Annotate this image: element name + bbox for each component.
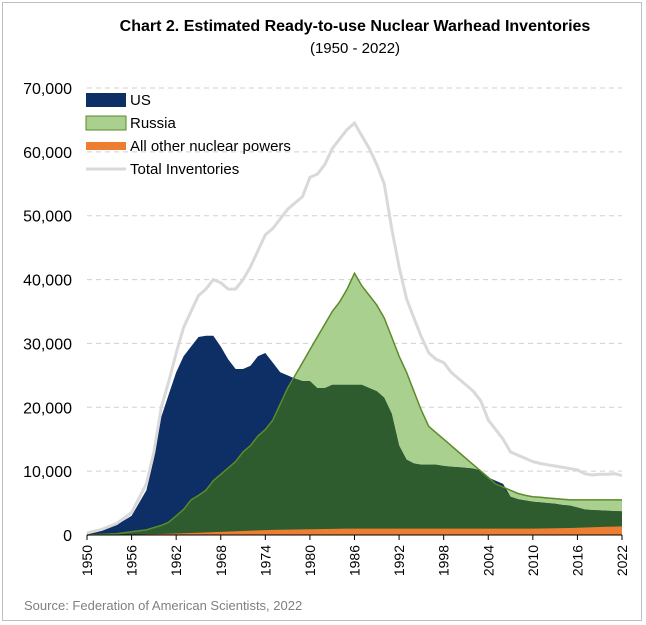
legend-total-inventories-label: Total Inventories [130, 161, 239, 178]
x-tick-label: 1956 [124, 545, 140, 576]
y-tick-label: 60,000 [23, 145, 72, 162]
legend-all-other-nuclear-powers-swatch [86, 142, 126, 150]
series-line-total [86, 120, 623, 535]
legend-russia-label: Russia [130, 115, 177, 132]
x-tick-label: 1992 [391, 545, 407, 576]
x-tick-label: 1986 [347, 545, 363, 576]
y-tick-label: 30,000 [23, 336, 72, 353]
series-border-russia [86, 271, 622, 536]
y-tick-label: 0 [63, 528, 72, 545]
x-tick-label: 2016 [569, 545, 585, 576]
x-tick-label: 2022 [614, 545, 630, 576]
x-tick-label: 1950 [79, 545, 95, 576]
x-tick-label: 1998 [436, 545, 452, 576]
x-tick-label: 2004 [480, 545, 496, 576]
chart-source: Source: Federation of American Scientist… [24, 598, 303, 613]
x-tick-label: 1980 [302, 545, 318, 576]
x-tick-label: 2010 [525, 545, 541, 576]
x-tick-label: 1974 [257, 545, 273, 576]
y-tick-label: 50,000 [23, 209, 72, 226]
chart-subtitle: (1950 - 2022) [309, 40, 401, 57]
chart-title: Chart 2. Estimated Ready-to-use Nuclear … [119, 18, 591, 35]
legend-russia-swatch [85, 115, 127, 131]
y-tick-label: 40,000 [23, 273, 72, 290]
x-tick-label: 1968 [213, 545, 229, 576]
legend-all-other-nuclear-powers-label: All other nuclear powers [130, 138, 291, 155]
y-tick-label: 20,000 [23, 400, 72, 417]
legend-us-swatch [86, 93, 126, 107]
y-tick-label: 10,000 [23, 464, 72, 481]
legend-us-label: US [130, 92, 151, 109]
series-area-other [87, 526, 622, 535]
x-tick-label: 1962 [168, 545, 184, 576]
series-area-overlap [87, 378, 622, 535]
y-tick-label: 70,000 [23, 81, 72, 98]
